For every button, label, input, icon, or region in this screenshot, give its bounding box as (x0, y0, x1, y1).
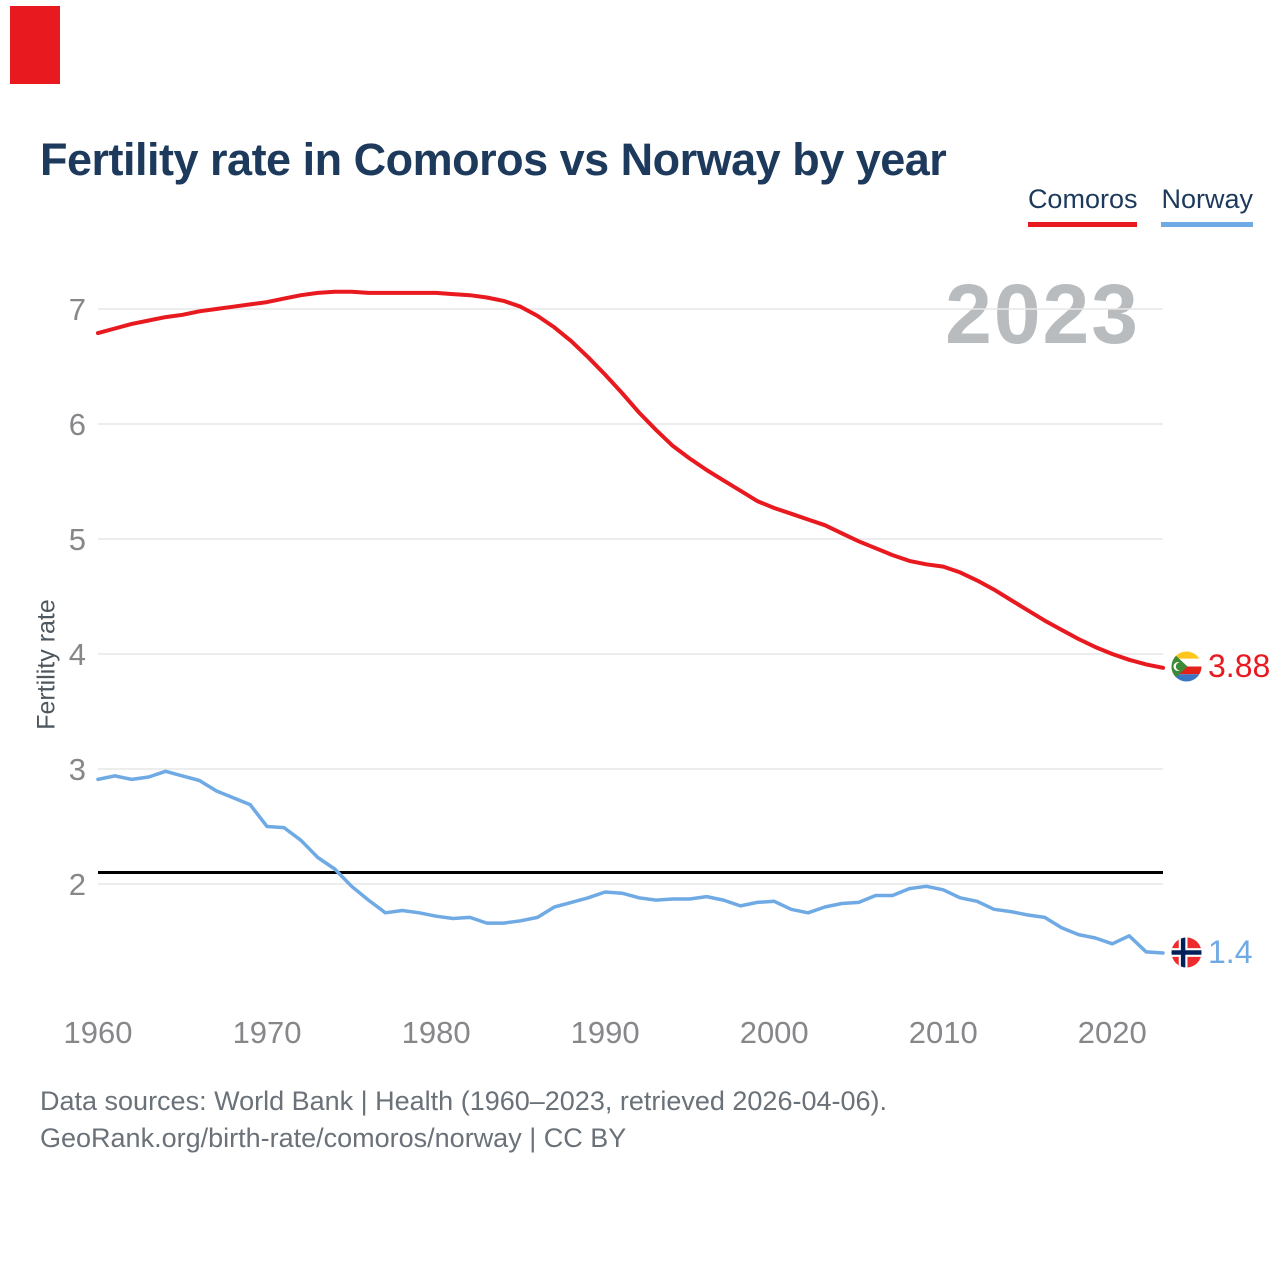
red-annotation-marker (10, 6, 60, 84)
y-tick-4: 4 (69, 637, 86, 672)
attribution-link[interactable]: GeoRank.org/birth-rate/comoros/norway | … (40, 1123, 627, 1153)
y-tick-6: 6 (69, 407, 86, 442)
year-watermark: 2023 (945, 267, 1140, 361)
x-tick-1970: 1970 (233, 1015, 302, 1050)
series-line-norway (96, 769, 1165, 955)
y-tick-3: 3 (69, 752, 86, 787)
series-line-comoros (96, 289, 1165, 670)
norway-end-value: 1.4 (1208, 934, 1253, 970)
comoros-flag-icon (1171, 651, 1202, 682)
x-tick-1980: 1980 (402, 1015, 471, 1050)
legend-item-norway[interactable]: Norway (1161, 184, 1253, 227)
legend: Comoros Norway (1027, 184, 1253, 227)
x-tick-2000: 2000 (740, 1015, 809, 1050)
comoros-end-value: 3.88 (1208, 648, 1271, 684)
x-tick-1960: 1960 (64, 1015, 133, 1050)
y-tick-2: 2 (69, 867, 86, 902)
page-title: Fertility rate in Comoros vs Norway by y… (40, 134, 947, 186)
norway-flag-icon (1171, 937, 1202, 968)
data-sources-text: Data sources: World Bank | Health (1960–… (40, 1086, 887, 1116)
x-tick-2020: 2020 (1078, 1015, 1147, 1050)
y-tick-5: 5 (69, 522, 86, 557)
legend-item-comoros[interactable]: Comoros (1027, 184, 1138, 227)
y-tick-7: 7 (69, 292, 86, 327)
x-tick-2010: 2010 (909, 1015, 978, 1050)
x-tick-1990: 1990 (571, 1015, 640, 1050)
